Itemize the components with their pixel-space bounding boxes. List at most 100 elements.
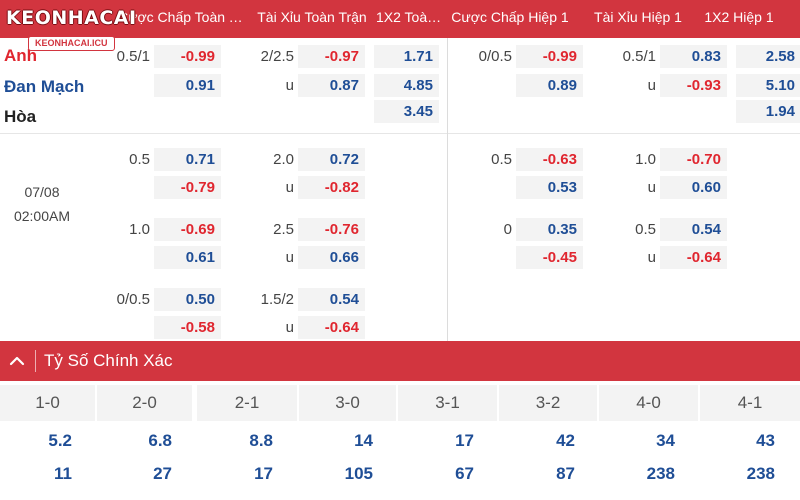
h1-ou-line: 0.5/1 bbox=[622, 48, 656, 65]
score-header: 4-1 bbox=[700, 385, 800, 421]
odds-cell[interactable]: 0.54 bbox=[298, 288, 365, 311]
correct-score-bar[interactable]: Tỷ Số Chính Xác bbox=[0, 341, 800, 381]
ft-ou-line: 2.5 bbox=[273, 221, 294, 238]
odds-cell[interactable]: 0.54 bbox=[660, 218, 727, 241]
score-odds[interactable]: 87 bbox=[556, 464, 575, 483]
odds-cell[interactable]: 0.66 bbox=[298, 246, 365, 269]
away-team[interactable]: Đan Mạch bbox=[4, 77, 85, 96]
odds-cell[interactable]: -0.70 bbox=[660, 148, 727, 171]
odds-cell[interactable]: -0.99 bbox=[516, 45, 583, 68]
odds-cell[interactable]: -0.82 bbox=[298, 176, 365, 199]
half-divider bbox=[447, 38, 448, 341]
logo-wordmark: KEONHACAI bbox=[6, 7, 137, 29]
ft-ou-line: 2/2.5 bbox=[260, 48, 294, 65]
score-odds[interactable]: 238 bbox=[746, 464, 775, 483]
under-label: u bbox=[647, 249, 656, 266]
odds-cell[interactable]: -0.93 bbox=[660, 74, 727, 97]
score-header: 3-0 bbox=[299, 385, 396, 421]
ft-handicap-line: 0.5/1 bbox=[116, 48, 150, 65]
odds-cell[interactable]: -0.69 bbox=[154, 218, 221, 241]
under-label: u bbox=[647, 179, 656, 196]
h1-handicap-line: 0/0.5 bbox=[478, 48, 512, 65]
header-h1-handicap[interactable]: Cược Chấp Hiệp 1 bbox=[451, 9, 569, 25]
odds-cell[interactable]: -0.63 bbox=[516, 148, 583, 171]
score-odds[interactable]: 6.8 bbox=[148, 431, 172, 450]
header-h1-over-under[interactable]: Tài Xỉu Hiệp 1 bbox=[594, 9, 682, 25]
score-odds[interactable]: 27 bbox=[153, 464, 172, 483]
match-date: 07/08 bbox=[24, 184, 60, 200]
odds-cell[interactable]: 1.71 bbox=[374, 45, 439, 68]
home-team[interactable]: Anh bbox=[4, 46, 38, 65]
score-odds[interactable]: 8.8 bbox=[249, 431, 273, 450]
odds-cell[interactable]: 0.50 bbox=[154, 288, 221, 311]
ft-ou-line: 2.0 bbox=[273, 151, 294, 168]
header-ft-handicap[interactable]: Cược Chấp Toàn Trận bbox=[118, 9, 250, 25]
header-h1-1x2[interactable]: 1X2 Hiệp 1 bbox=[704, 9, 774, 25]
correct-score-title: Tỷ Số Chính Xác bbox=[44, 351, 173, 370]
match-time: 02:00AM bbox=[13, 208, 71, 224]
odds-cell[interactable]: 3.45 bbox=[374, 100, 439, 123]
header-ft-over-under[interactable]: Tài Xỉu Toàn Trận bbox=[257, 9, 367, 25]
under-label: u bbox=[285, 249, 294, 266]
score-odds[interactable]: 105 bbox=[344, 464, 373, 483]
odds-cell[interactable]: 4.85 bbox=[374, 74, 439, 97]
score-odds[interactable]: 14 bbox=[354, 431, 373, 450]
score-odds[interactable]: 5.2 bbox=[48, 431, 72, 450]
score-odds[interactable]: 42 bbox=[556, 431, 575, 450]
odds-cell[interactable]: 0.89 bbox=[516, 74, 583, 97]
h1-ou-line: 0.5 bbox=[635, 221, 656, 238]
row-divider bbox=[0, 133, 447, 134]
draw-label: Hòa bbox=[4, 107, 37, 126]
odds-cell[interactable]: 0.91 bbox=[154, 74, 221, 97]
score-header: 4-0 bbox=[599, 385, 698, 421]
odds-cell[interactable]: -0.76 bbox=[298, 218, 365, 241]
under-label: u bbox=[285, 77, 294, 94]
ft-handicap-line: 1.0 bbox=[129, 221, 150, 238]
odds-cell[interactable]: 0.53 bbox=[516, 176, 583, 199]
row-divider bbox=[448, 133, 800, 134]
odds-cell[interactable]: -0.97 bbox=[298, 45, 365, 68]
odds-cell[interactable]: -0.79 bbox=[154, 176, 221, 199]
ft-handicap-line: 0/0.5 bbox=[116, 291, 150, 308]
h1-handicap-line: 0 bbox=[503, 221, 512, 238]
odds-cell[interactable]: 0.87 bbox=[298, 74, 365, 97]
bar-separator bbox=[35, 350, 36, 372]
odds-cell[interactable]: 1.94 bbox=[736, 100, 800, 123]
odds-cell[interactable]: 5.10 bbox=[736, 74, 800, 97]
site-logo[interactable]: KEONHACAI KEONHACAI.ICU bbox=[0, 0, 136, 52]
score-odds[interactable]: 11 bbox=[54, 464, 72, 483]
ft-handicap-line: 0.5 bbox=[129, 151, 150, 168]
score-header: 2-1 bbox=[197, 385, 297, 421]
odds-header: Cược Chấp Toàn Trận Tài Xỉu Toàn Trận 1X… bbox=[0, 0, 800, 38]
under-label: u bbox=[647, 77, 656, 94]
score-odds[interactable]: 67 bbox=[455, 464, 474, 483]
odds-cell[interactable]: 0.35 bbox=[516, 218, 583, 241]
score-header: 3-2 bbox=[499, 385, 597, 421]
odds-cell[interactable]: -0.45 bbox=[516, 246, 583, 269]
score-odds[interactable]: 43 bbox=[756, 431, 775, 450]
score-odds[interactable]: 238 bbox=[646, 464, 675, 483]
logo-domain: KEONHACAI.ICU bbox=[28, 36, 115, 51]
score-header: 3-1 bbox=[398, 385, 497, 421]
odds-cell[interactable]: 2.58 bbox=[736, 45, 800, 68]
odds-cell[interactable]: -0.64 bbox=[660, 246, 727, 269]
h1-handicap-line: 0.5 bbox=[491, 151, 512, 168]
odds-cell[interactable]: -0.64 bbox=[298, 316, 365, 339]
h1-ou-line: 1.0 bbox=[635, 151, 656, 168]
odds-cell[interactable]: 0.72 bbox=[298, 148, 365, 171]
score-header: 1-0 bbox=[0, 385, 95, 421]
score-odds[interactable]: 17 bbox=[455, 431, 474, 450]
under-label: u bbox=[285, 319, 294, 336]
chevron-up-icon[interactable] bbox=[7, 351, 27, 371]
header-ft-1x2[interactable]: 1X2 Toàn Trận bbox=[376, 9, 446, 25]
odds-cell[interactable]: 0.60 bbox=[660, 176, 727, 199]
score-odds[interactable]: 34 bbox=[656, 431, 675, 450]
odds-cell[interactable]: -0.99 bbox=[154, 45, 221, 68]
odds-cell[interactable]: -0.58 bbox=[154, 316, 221, 339]
odds-cell[interactable]: 0.83 bbox=[660, 45, 727, 68]
score-odds[interactable]: 17 bbox=[254, 464, 273, 483]
odds-cell[interactable]: 0.71 bbox=[154, 148, 221, 171]
odds-cell[interactable]: 0.61 bbox=[154, 246, 221, 269]
under-label: u bbox=[285, 179, 294, 196]
score-header: 2-0 bbox=[97, 385, 192, 421]
